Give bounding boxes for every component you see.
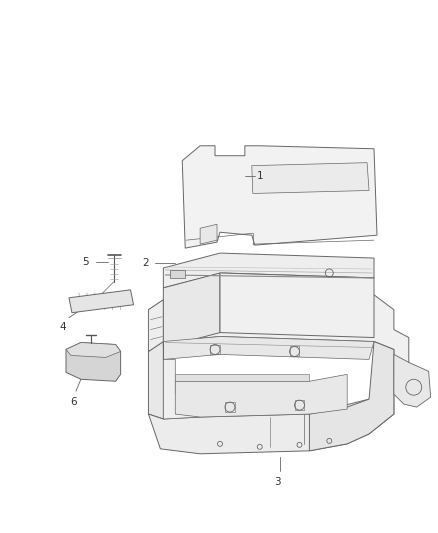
Polygon shape xyxy=(163,273,220,348)
Polygon shape xyxy=(394,354,431,407)
Polygon shape xyxy=(148,300,163,351)
Text: 2: 2 xyxy=(142,258,148,268)
Polygon shape xyxy=(200,224,217,244)
Polygon shape xyxy=(148,389,394,454)
Polygon shape xyxy=(220,273,374,337)
Text: 6: 6 xyxy=(71,397,77,407)
Polygon shape xyxy=(163,253,374,288)
Polygon shape xyxy=(170,270,185,278)
Polygon shape xyxy=(148,342,163,419)
Polygon shape xyxy=(309,342,394,451)
Text: 4: 4 xyxy=(60,321,66,332)
Text: 5: 5 xyxy=(82,257,89,267)
Text: 1: 1 xyxy=(257,171,263,181)
Text: 3: 3 xyxy=(274,477,281,487)
Polygon shape xyxy=(66,343,120,381)
Polygon shape xyxy=(175,374,309,381)
Polygon shape xyxy=(163,336,374,359)
Polygon shape xyxy=(148,290,409,377)
Polygon shape xyxy=(252,163,369,193)
Polygon shape xyxy=(182,146,377,248)
Polygon shape xyxy=(163,342,200,419)
Polygon shape xyxy=(69,290,134,313)
Polygon shape xyxy=(66,343,120,358)
Polygon shape xyxy=(175,374,347,417)
